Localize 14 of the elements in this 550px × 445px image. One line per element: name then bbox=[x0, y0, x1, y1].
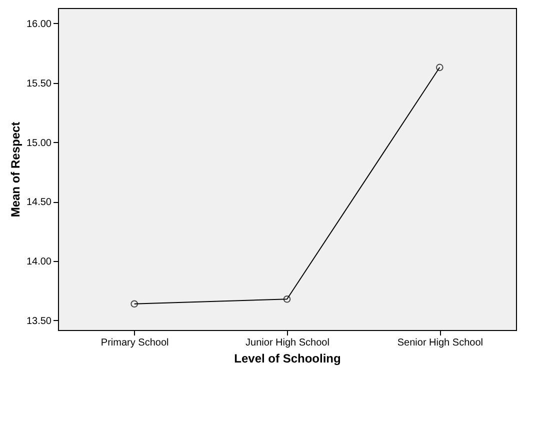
point bbox=[130, 300, 138, 308]
y-tick-label: 14.50 bbox=[26, 197, 52, 208]
x-tick-label: Senior High School bbox=[397, 338, 483, 348]
x-tick-label: Primary School bbox=[100, 338, 169, 348]
y-tick-label: 15.50 bbox=[26, 78, 52, 90]
y-axis-title: Mean of Respect bbox=[8, 122, 22, 218]
y-tick-label: 15.00 bbox=[26, 138, 52, 149]
y-tick-label: 14.00 bbox=[26, 256, 52, 268]
point bbox=[283, 295, 291, 303]
y-tick-label: 13.50 bbox=[26, 316, 52, 327]
x-axis-title: Level of Schooling bbox=[234, 352, 341, 366]
x-tick-label: Junior High School bbox=[246, 338, 330, 348]
y-tick-label: 16.00 bbox=[26, 18, 52, 30]
point bbox=[436, 64, 444, 72]
